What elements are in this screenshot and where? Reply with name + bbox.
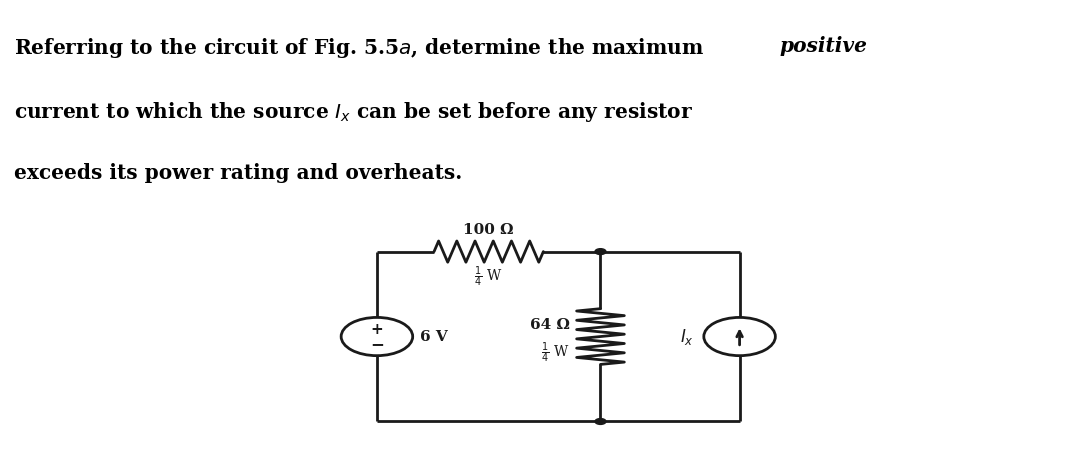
Text: $\frac{1}{4}$ W: $\frac{1}{4}$ W <box>474 265 503 289</box>
Text: 64 Ω: 64 Ω <box>530 318 569 332</box>
Text: 100 Ω: 100 Ω <box>463 223 514 237</box>
Text: current to which the source $I_x$ can be set before any resistor: current to which the source $I_x$ can be… <box>14 100 693 124</box>
Text: exceeds its power rating and overheats.: exceeds its power rating and overheats. <box>14 163 462 183</box>
Text: positive: positive <box>780 36 867 56</box>
Circle shape <box>595 249 606 255</box>
Text: $\frac{1}{4}$ W: $\frac{1}{4}$ W <box>541 340 569 365</box>
Text: +: + <box>370 321 383 337</box>
Text: $I_x$: $I_x$ <box>680 327 693 346</box>
Text: Referring to the circuit of Fig. 5.5$a$, determine the maximum: Referring to the circuit of Fig. 5.5$a$,… <box>14 36 705 60</box>
Circle shape <box>595 419 606 424</box>
Text: −: − <box>370 335 383 353</box>
Text: 6 V: 6 V <box>420 329 448 344</box>
